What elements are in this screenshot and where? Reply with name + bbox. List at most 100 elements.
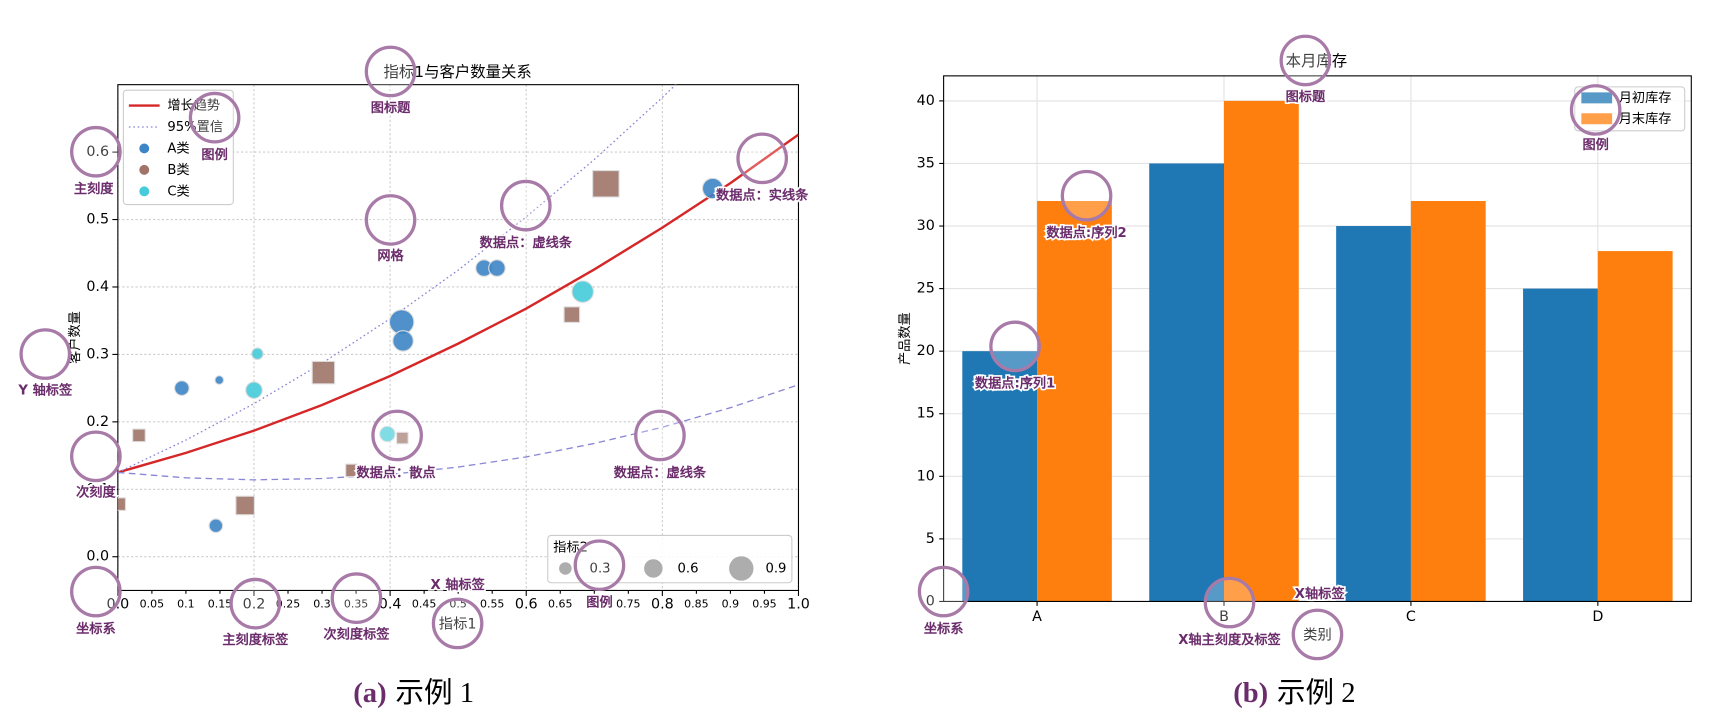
bar (1149, 163, 1224, 602)
annotation-circle (736, 132, 789, 185)
annotation-circle (188, 91, 241, 144)
scatter-point (701, 177, 724, 200)
trend-line (117, 133, 799, 474)
bar (1223, 100, 1299, 602)
annotation-circle (917, 565, 970, 618)
legend-label: C类 (167, 183, 189, 199)
scatter-point (208, 518, 224, 534)
caption-text: 示例 1 (395, 676, 474, 708)
annotation-label: 坐标系 (924, 620, 964, 637)
y-tick-label: 0.3 (86, 346, 109, 362)
chart-title: 本月库存 (1286, 52, 1348, 70)
annotation-circle (573, 539, 626, 592)
plot-area (117, 84, 799, 534)
annotation-label: 图例 (1582, 136, 1608, 153)
annotation-label: 图例 (586, 594, 612, 611)
annotation-circle (634, 409, 686, 462)
y-tick-label: 15 (917, 406, 935, 422)
annotation-circle (70, 565, 122, 618)
scatter-point (214, 375, 225, 385)
annotation-circle (989, 320, 1041, 373)
annotation-circle (1569, 84, 1622, 136)
x-tick-label: 1.0 (787, 597, 810, 613)
size-legend-label: 0.9 (765, 561, 786, 576)
annotation-circle (70, 430, 122, 483)
x-tick-label: 0.4 (379, 597, 402, 613)
scatter-point (396, 431, 409, 445)
scatter-point (488, 259, 506, 277)
x-tick-label: 0.75 (616, 598, 640, 611)
y-tick-label: 0.6 (86, 144, 109, 160)
size-legend-marker (644, 559, 663, 578)
x-tick-label: 0.25 (276, 598, 300, 611)
legend-marker (139, 186, 150, 197)
x-tick-label: 0.45 (412, 598, 436, 611)
annotation-label: 数据点：虚线条 (480, 234, 573, 251)
bar (962, 351, 1038, 602)
x-tick-label: 0.95 (752, 598, 776, 611)
x-tick-label: 0.2 (243, 597, 266, 613)
caption-tag: (b) (1233, 677, 1268, 708)
x-tick-label: 0.05 (140, 598, 164, 611)
y-tick-label: 0.2 (86, 414, 109, 430)
legend-marker (139, 164, 150, 175)
bar (1037, 201, 1112, 602)
legend-label: 月初库存 (1619, 90, 1672, 106)
legend-label: A类 (167, 140, 189, 156)
scatter-point (132, 428, 146, 443)
annotation-label: 数据点：虚线条 (614, 464, 707, 481)
y-tick-label: 0.5 (86, 212, 109, 228)
annotation-label: 数据点:序列1 (975, 375, 1055, 392)
annotation-label: 次刻度 (76, 484, 116, 501)
x-tick-label: D (1592, 609, 1603, 625)
annotation-circle (364, 194, 417, 246)
annotation-label: 主刻度 (74, 180, 114, 197)
annotation-label: 图标题 (371, 99, 411, 116)
annotation-circle (1060, 169, 1113, 222)
annotation-label: 主刻度标签 (222, 631, 289, 648)
trend-line (117, 384, 799, 481)
scatter-point (117, 497, 127, 511)
y-tick-label: 5 (926, 531, 935, 547)
x-tick-label: 0.55 (480, 598, 504, 611)
x-tick-label: 0.35 (344, 598, 368, 611)
y-tick-label: 0.1 (86, 481, 109, 497)
annotation-circle (70, 125, 122, 178)
x-tick-label: B (1219, 609, 1229, 625)
caption: (a) 示例 1 (353, 676, 474, 708)
annotation-label: 数据点：实线条 (716, 187, 809, 204)
annotation-label: X轴主刻度及标签 (1178, 631, 1281, 648)
x-tick-label: 0.9 (722, 598, 739, 611)
x-tick-label: 0.7 (586, 598, 603, 611)
bar (1336, 226, 1411, 602)
annotation-circle (431, 597, 484, 650)
y-tick-label: 10 (917, 468, 935, 484)
annotation-label: Y 轴标签 (17, 381, 73, 398)
legend-swatch (1581, 113, 1613, 125)
x-tick-label: 0.6 (515, 597, 538, 613)
y-axis-label: 产品数量 (897, 312, 913, 365)
y-tick-label: 25 (917, 281, 935, 297)
y-tick-label: 30 (917, 218, 935, 234)
x-tick-label: 0.1 (177, 598, 194, 611)
scatter-point (592, 170, 620, 198)
y-tick-label: 40 (917, 93, 935, 109)
legend-marker (139, 143, 150, 154)
bar (1410, 201, 1486, 602)
annotation-label: 数据点：散点 (356, 464, 435, 481)
y-tick-label: 0 (926, 593, 935, 609)
annotation-label: 图例 (201, 146, 227, 163)
bar (1597, 251, 1673, 602)
scatter-point (379, 425, 396, 443)
annotation-label: 数据点:序列2 (1046, 224, 1126, 241)
size-legend-marker (729, 556, 754, 581)
x-tick-label: C (1406, 609, 1416, 625)
legend-label: 月末库存 (1619, 111, 1672, 127)
annotation-circle (19, 328, 72, 380)
scatter-point (245, 381, 263, 399)
bar (1523, 288, 1598, 602)
axes-frame (943, 75, 1692, 602)
annotation-label: 坐标系 (76, 620, 116, 637)
scatter-point (563, 306, 581, 323)
